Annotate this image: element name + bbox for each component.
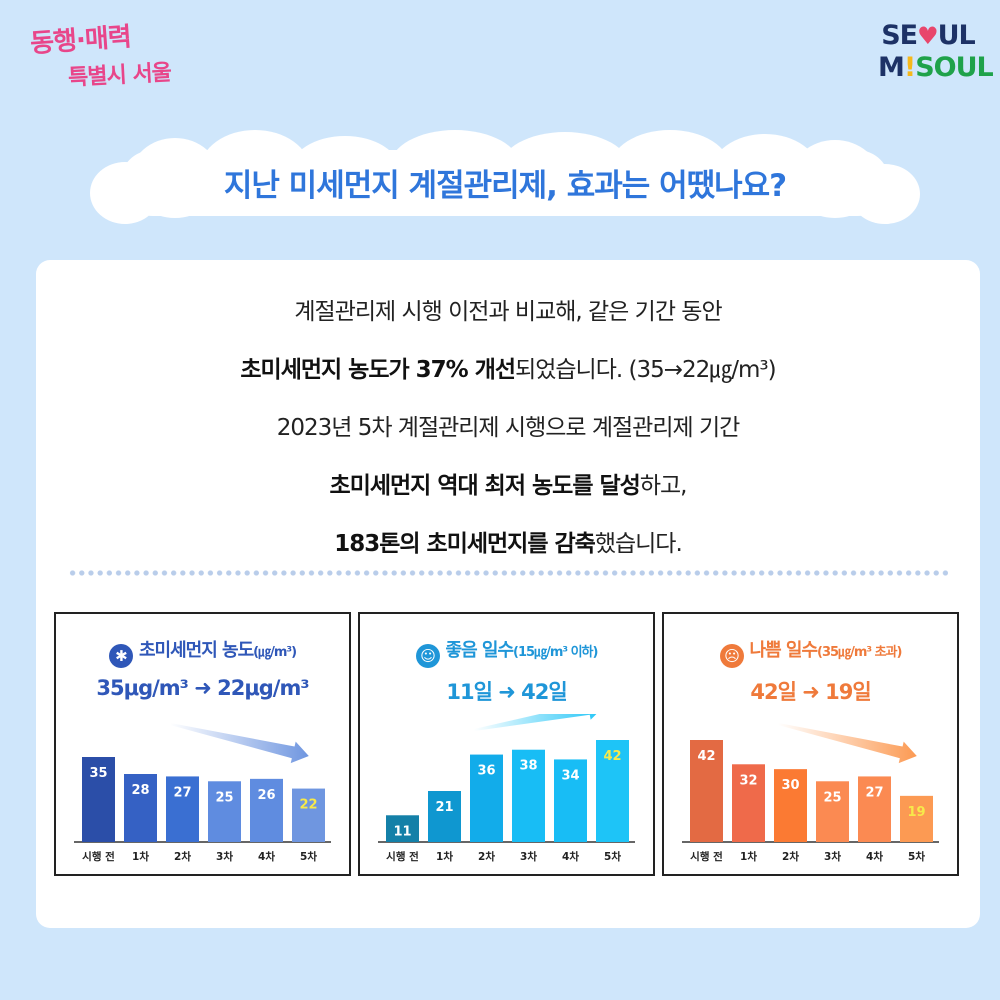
- seoul-slogan-logo: 동행·매력 특별시 서울: [29, 18, 180, 91]
- data-label: 26: [257, 788, 275, 803]
- tick-label: 5차: [908, 850, 925, 863]
- bar-chart-good-days: 11 시행 전 21 1차 36 2차 38 3차 34 4차 42 5차: [378, 714, 635, 863]
- bar: [386, 815, 419, 842]
- data-label: 42: [603, 749, 621, 764]
- bar: [250, 778, 283, 842]
- tick-label: 2차: [782, 850, 799, 863]
- data-label: 30: [781, 778, 799, 793]
- panel-good-days: ☺ 좋음 일수(15㎍/m³ 이하) 11일 ➜ 42일 11 시행 전 21 1차 36…: [358, 612, 655, 876]
- tick-label: 4차: [866, 850, 883, 863]
- heart-icon: ♥: [917, 22, 938, 50]
- tick-label: 시행 전: [690, 850, 723, 863]
- bar: [208, 781, 241, 842]
- page-title: 지난 미세먼지 계절관리제, 효과는 어땠나요?: [223, 168, 787, 204]
- data-label: 34: [561, 768, 579, 783]
- tick-label: 2차: [478, 850, 495, 863]
- panel-summary: 35μg/m³ ➜ 22μg/m³: [96, 676, 309, 700]
- panel-title: 초미세먼지 농도: [138, 640, 254, 661]
- bar: [596, 740, 629, 842]
- data-label: 32: [739, 773, 757, 788]
- data-label: 25: [823, 790, 841, 805]
- seoul-my-soul-logo: SE♥UL M!SOUL: [878, 20, 994, 83]
- trend-arrow: [474, 714, 597, 731]
- smile-icon: ☺: [415, 644, 440, 668]
- slogan-line-1: 동행·매력: [29, 22, 132, 60]
- bar: [900, 795, 933, 842]
- tick-label: 1차: [436, 850, 453, 863]
- tick-label: 3차: [216, 850, 233, 863]
- bar: [816, 781, 849, 842]
- data-label: 27: [173, 785, 191, 800]
- tick-label: 5차: [604, 850, 621, 863]
- bar: [166, 776, 199, 842]
- trend-arrow: [169, 723, 309, 764]
- trend-arrow: [777, 723, 917, 764]
- content-card: 계절관리제 시행 이전과 비교해, 같은 기간 동안 초미세먼지 농도가 37%…: [36, 260, 980, 928]
- bar: [124, 774, 157, 842]
- bar-chart-bad-days: 42 시행 전 32 1차 30 2차 25 3차 27 4차 19 5차: [682, 723, 939, 863]
- tick-label: 4차: [258, 850, 275, 863]
- data-label: 22: [299, 798, 317, 813]
- bar: [732, 764, 765, 842]
- panel-unit: (15㎍/m³ 이하): [513, 645, 598, 660]
- description: 계절관리제 시행 이전과 비교해, 같은 기간 동안 초미세먼지 농도가 37%…: [240, 299, 776, 557]
- bar: [82, 757, 115, 842]
- data-label: 11: [393, 824, 411, 839]
- data-label: 28: [131, 783, 149, 798]
- tick-label: 시행 전: [82, 850, 115, 863]
- frown-icon: ☹: [719, 644, 744, 668]
- bar: [858, 776, 891, 842]
- panel-summary: 42일 ➜ 19일: [750, 680, 871, 704]
- data-label: 42: [697, 749, 715, 764]
- bar: [512, 749, 545, 842]
- tick-label: 2차: [174, 850, 191, 863]
- dust-icon: ✱: [108, 644, 133, 668]
- data-label: 27: [865, 785, 883, 800]
- bar: [470, 754, 503, 842]
- bar-chart-pm25: 35 시행 전 28 1차 27 2차 25 3차 26 4차 22 5차: [74, 723, 331, 863]
- tick-label: 3차: [824, 850, 841, 863]
- slogan-line-2: 특별시 서울: [67, 60, 172, 91]
- data-label: 38: [519, 759, 537, 774]
- dotted-divider: [68, 570, 948, 576]
- tick-label: 4차: [562, 850, 579, 863]
- panel-pm25-concentration: ✱ 초미세먼지 농도(㎍/m³) 35μg/m³ ➜ 22μg/m³ 35 시행 전…: [54, 612, 351, 876]
- bar: [554, 759, 587, 842]
- panel-bad-days: ☹ 나쁨 일수(35㎍/m³ 초과) 42일 ➜ 19일 42 시행 전 32 1차 30…: [662, 612, 959, 876]
- title-cloud: 지난 미세먼지 계절관리제, 효과는 어땠나요?: [90, 130, 920, 226]
- panel-unit: (35㎍/m³ 초과): [817, 645, 902, 660]
- data-label: 19: [907, 805, 925, 820]
- tick-label: 시행 전: [386, 850, 419, 863]
- data-label: 25: [215, 790, 233, 805]
- data-label: 21: [435, 800, 453, 815]
- tick-label: 5차: [300, 850, 317, 863]
- data-label: 35: [89, 766, 107, 781]
- panel-summary: 11일 ➜ 42일: [446, 680, 567, 704]
- tick-label: 3차: [520, 850, 537, 863]
- panel-unit: (㎍/m³): [253, 645, 297, 660]
- bar: [774, 769, 807, 842]
- data-label: 36: [477, 764, 495, 779]
- bar: [292, 788, 325, 842]
- tick-label: 1차: [740, 850, 757, 863]
- panel-title: 좋음 일수: [445, 640, 515, 661]
- bar: [428, 791, 461, 842]
- tick-label: 1차: [132, 850, 149, 863]
- bar: [690, 740, 723, 842]
- panel-title: 나쁨 일수: [749, 640, 819, 661]
